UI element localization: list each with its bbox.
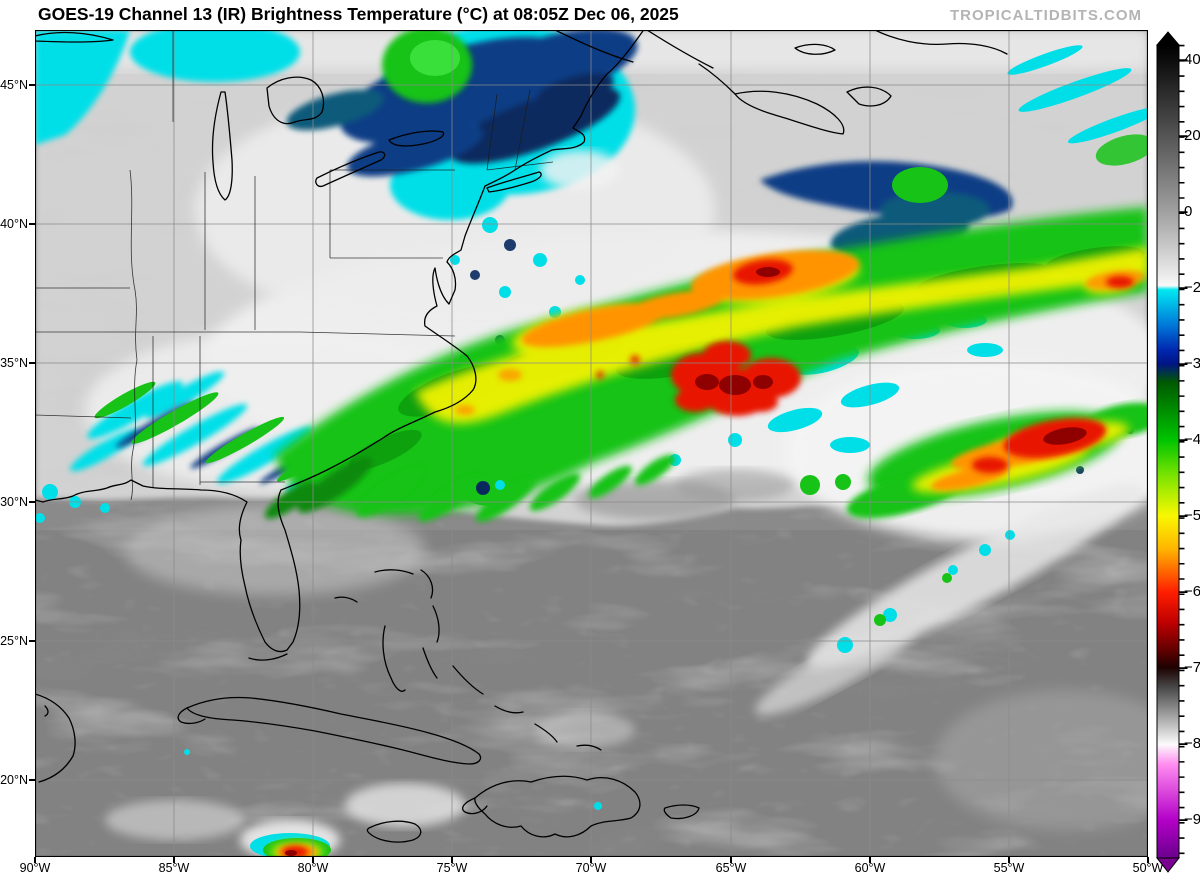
lon-tick (730, 857, 732, 863)
colorbar (1155, 31, 1200, 876)
lon-tick (590, 857, 592, 863)
colorbar-arrow-top (1155, 31, 1181, 46)
lon-tick (451, 857, 453, 863)
lat-label: 25°N (0, 634, 28, 648)
lon-label: 80°W (297, 861, 329, 875)
lat-label: 45°N (0, 78, 28, 92)
colorbar-label: 40 (1184, 51, 1200, 68)
navy-cloud-layer (115, 30, 1013, 484)
lon-tick (312, 857, 314, 863)
colorbar-label: −30 (1184, 355, 1200, 372)
lon-tick (1008, 857, 1010, 863)
map-frame (35, 30, 1148, 857)
lon-label: 55°W (993, 861, 1025, 875)
lon-label: 60°W (854, 861, 886, 875)
lat-label: 40°N (0, 217, 28, 231)
colorbar-label: −50 (1184, 507, 1200, 524)
lon-tick (1147, 857, 1149, 863)
lon-label: 70°W (575, 861, 607, 875)
colorbar-label: 0 (1184, 203, 1193, 220)
colorbar-label: −60 (1184, 583, 1200, 600)
darkred-core-layer (285, 267, 1087, 856)
lon-tick (869, 857, 871, 863)
lat-label: 35°N (0, 356, 28, 370)
colorbar-arrow-bottom (1155, 857, 1181, 873)
colorbar-label: −80 (1184, 735, 1200, 752)
colorbar-label: −20 (1184, 279, 1200, 296)
lat-tick (29, 84, 35, 86)
lon-label: 50°W (1132, 861, 1164, 875)
colorbar-label: 20 (1184, 127, 1200, 144)
lat-label: 30°N (0, 495, 28, 509)
ir-imagery (35, 30, 1148, 857)
colorbar-label: −70 (1184, 659, 1200, 676)
graticule (35, 30, 1148, 857)
page-title: GOES-19 Channel 13 (IR) Brightness Tempe… (38, 4, 679, 24)
lon-tick (34, 857, 36, 863)
lat-tick (29, 779, 35, 781)
colorbar-label: −90 (1184, 811, 1200, 828)
lat-tick (29, 501, 35, 503)
colorbar-scale (1155, 31, 1188, 873)
lon-label: 90°W (19, 861, 51, 875)
coastlines (35, 30, 1008, 843)
lat-tick (29, 640, 35, 642)
lat-tick (29, 362, 35, 364)
lat-tick (29, 223, 35, 225)
lon-label: 85°W (158, 861, 190, 875)
colorbar-label: −40 (1184, 431, 1200, 448)
watermark: TROPICALTIDBITS.COM (949, 7, 1142, 24)
lon-label: 65°W (715, 861, 747, 875)
satellite-map (35, 30, 1148, 857)
lon-tick (173, 857, 175, 863)
lon-label: 75°W (436, 861, 468, 875)
colorbar-bar (1156, 44, 1180, 859)
lat-label: 20°N (0, 773, 28, 787)
state-borders (35, 30, 554, 501)
